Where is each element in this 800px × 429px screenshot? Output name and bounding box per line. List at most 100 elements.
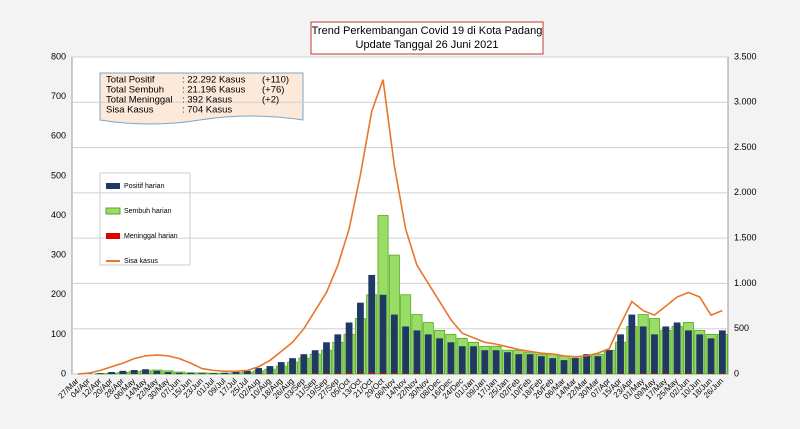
bar bbox=[560, 360, 568, 374]
y2-tick-label: 1.500 bbox=[734, 233, 757, 243]
bar bbox=[289, 358, 296, 374]
y-tick-label: 600 bbox=[51, 131, 66, 141]
bar bbox=[164, 372, 172, 374]
y-tick-label: 300 bbox=[51, 250, 66, 260]
bar bbox=[198, 373, 206, 374]
bar bbox=[209, 373, 217, 374]
bar bbox=[312, 373, 318, 374]
chart-subtitle: Update Tanggal 26 Juni 2021 bbox=[356, 39, 499, 51]
bar bbox=[96, 373, 104, 374]
summary-text: Sisa Kasus bbox=[106, 105, 154, 116]
bar bbox=[571, 358, 579, 374]
y-tick-label: 100 bbox=[51, 329, 66, 339]
bar bbox=[390, 314, 398, 374]
bar bbox=[696, 334, 704, 374]
bar bbox=[526, 354, 534, 374]
summary-box bbox=[99, 72, 304, 125]
bar bbox=[537, 356, 545, 374]
bar bbox=[243, 370, 251, 374]
bar bbox=[300, 354, 308, 374]
bar bbox=[221, 372, 229, 374]
chart-title: Trend Perkembangan Covid 19 di Kota Pada… bbox=[312, 25, 543, 37]
y2-tick-label: 3.000 bbox=[734, 97, 757, 107]
bar bbox=[515, 354, 523, 374]
bar bbox=[424, 334, 432, 374]
summary-text: Total Sembuh bbox=[106, 85, 164, 96]
bar bbox=[153, 370, 161, 374]
summary-text: Total Positif bbox=[106, 75, 155, 86]
bar bbox=[335, 373, 341, 374]
y-tick-label: 0 bbox=[61, 368, 66, 378]
bar bbox=[481, 350, 489, 374]
y2-tick-label: 3.500 bbox=[734, 51, 757, 61]
bar bbox=[674, 373, 680, 374]
bar bbox=[358, 372, 363, 374]
summary-text: Total Meninggal bbox=[106, 95, 173, 106]
bar bbox=[413, 330, 421, 374]
bar bbox=[277, 362, 285, 374]
summary-text: : 22.292 Kasus bbox=[182, 75, 246, 86]
summary-text: : 704 Kasus bbox=[182, 105, 232, 116]
bar bbox=[492, 350, 500, 374]
y-tick-label: 800 bbox=[51, 51, 66, 61]
y2-tick-label: 0 bbox=[734, 368, 739, 378]
bar bbox=[470, 346, 477, 374]
bar bbox=[686, 373, 691, 374]
legend-label: Positif harian bbox=[124, 183, 165, 190]
line bbox=[77, 79, 723, 375]
bar bbox=[707, 338, 715, 374]
bar bbox=[618, 373, 623, 374]
bar bbox=[458, 346, 466, 374]
bar bbox=[549, 358, 557, 374]
bar bbox=[255, 368, 263, 374]
bar bbox=[403, 373, 408, 374]
bar bbox=[334, 334, 342, 374]
bar bbox=[685, 330, 692, 374]
bar bbox=[718, 330, 726, 374]
bar bbox=[232, 372, 240, 374]
bar bbox=[447, 342, 455, 374]
bar bbox=[130, 370, 138, 374]
y-tick-label: 500 bbox=[51, 170, 66, 180]
bar bbox=[119, 370, 127, 374]
bar bbox=[426, 373, 431, 374]
legend-swatch bbox=[106, 183, 120, 189]
bar bbox=[583, 354, 591, 374]
legend-label: Meninggal harian bbox=[124, 233, 178, 240]
bar bbox=[594, 356, 602, 374]
bar bbox=[697, 373, 702, 374]
bar bbox=[324, 373, 329, 374]
legend-label: Sembuh harian bbox=[124, 208, 172, 215]
bar bbox=[617, 334, 624, 374]
summary-text: (+2) bbox=[262, 95, 279, 106]
bar bbox=[357, 302, 364, 374]
y2-tick-label: 2.500 bbox=[734, 142, 757, 152]
summary-text: (+76) bbox=[262, 85, 284, 96]
bar bbox=[605, 350, 613, 374]
y-tick-label: 200 bbox=[51, 289, 66, 299]
summary-text: : 392 Kasus bbox=[182, 95, 232, 106]
bar bbox=[369, 372, 374, 374]
bar bbox=[187, 372, 195, 374]
legend-label: Sisa kasus bbox=[124, 258, 158, 265]
bar bbox=[311, 350, 319, 374]
bar bbox=[266, 366, 274, 374]
bar bbox=[662, 326, 670, 374]
bar bbox=[663, 373, 669, 374]
bar bbox=[392, 372, 397, 374]
bar bbox=[176, 372, 183, 374]
summary-text: : 21.196 Kasus bbox=[182, 85, 246, 96]
y-tick-label: 400 bbox=[51, 210, 66, 220]
y2-tick-label: 1.000 bbox=[734, 278, 757, 288]
bar bbox=[346, 372, 352, 374]
summary-text: (+110) bbox=[262, 75, 289, 86]
bar bbox=[380, 372, 386, 374]
bar bbox=[345, 322, 353, 374]
bar bbox=[640, 373, 646, 374]
bar bbox=[402, 326, 410, 374]
bar bbox=[628, 314, 636, 374]
bar bbox=[652, 373, 657, 374]
legend-swatch bbox=[105, 207, 121, 215]
bar bbox=[323, 342, 330, 374]
bar bbox=[379, 294, 387, 374]
